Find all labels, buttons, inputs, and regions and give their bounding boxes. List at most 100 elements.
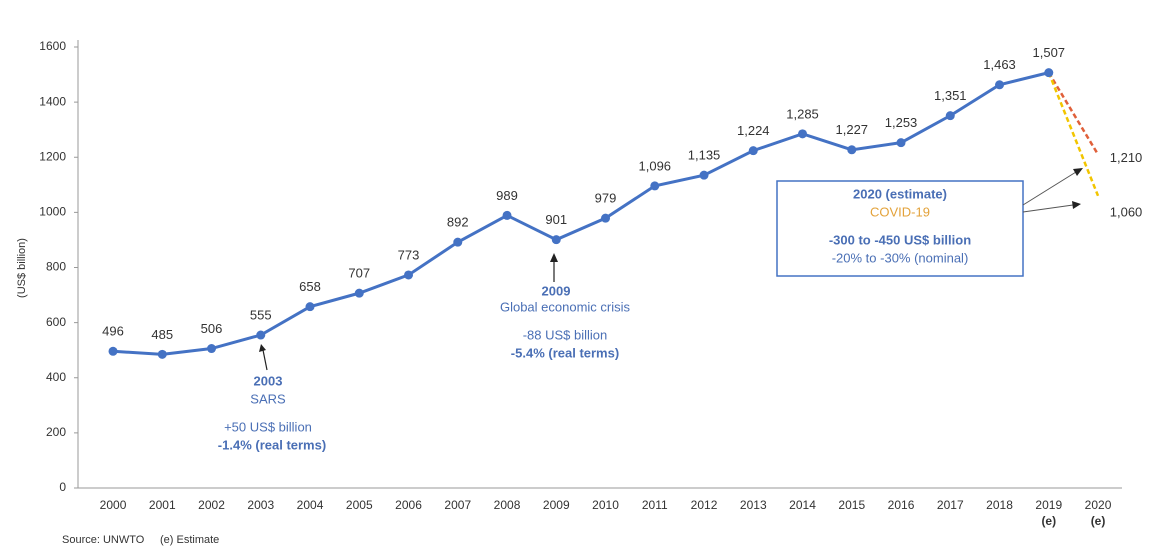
x-tick-label: 2000 — [100, 498, 127, 512]
value-label: 658 — [299, 279, 321, 294]
point — [748, 146, 758, 156]
point — [453, 237, 463, 247]
arrow — [1022, 204, 1074, 213]
point — [945, 111, 955, 121]
x-tick-label: 2003 — [247, 498, 274, 512]
point — [995, 80, 1005, 90]
value-label: 555 — [250, 307, 272, 322]
value-label: 496 — [102, 324, 124, 339]
x-tick-label: 2001 — [149, 498, 176, 512]
y-axis-label: (US$ billion) — [16, 238, 28, 298]
y-tick-label: 1000 — [39, 205, 66, 219]
arrowhead — [1073, 168, 1083, 176]
x-tick-label: 2011 — [642, 498, 668, 512]
value-label: 1,060 — [1110, 204, 1143, 219]
x-tick-label: 2012 — [691, 498, 718, 512]
point — [502, 210, 512, 220]
value-label: 1,507 — [1033, 45, 1066, 60]
series-line — [112, 71, 1050, 356]
x-tick-label: 2010 — [592, 498, 619, 512]
y-tick-label: 1400 — [39, 94, 66, 108]
value-label: 901 — [545, 212, 567, 227]
annotation: 2020 (estimate) — [853, 186, 947, 201]
annotation: 2003 — [254, 373, 283, 388]
annotation: COVID-19 — [870, 204, 930, 219]
y-tick-label: 600 — [46, 315, 66, 329]
x-tick-label: 2008 — [494, 498, 521, 512]
y-tick-label: 1600 — [39, 39, 66, 53]
point — [551, 235, 561, 245]
annotation: 2009 — [542, 283, 571, 298]
arrowhead — [1072, 201, 1081, 209]
point — [896, 138, 906, 148]
point — [157, 349, 167, 359]
point — [108, 346, 118, 356]
series-line — [1047, 72, 1100, 197]
value-label: 1,285 — [786, 106, 819, 121]
x-tick-label: 2002 — [198, 498, 225, 512]
point — [1044, 68, 1054, 78]
value-label: 1,351 — [934, 88, 967, 103]
arrow — [1022, 171, 1077, 206]
annotation: -5.4% (real terms) — [511, 345, 619, 360]
source: Source: UNWTO — [62, 534, 145, 546]
footnote: (e) Estimate — [160, 534, 219, 546]
point — [404, 270, 414, 280]
x-tick-label: 2005 — [346, 498, 373, 512]
point — [650, 181, 660, 191]
value-label: 1,224 — [737, 123, 770, 138]
annotation: +50 US$ billion — [224, 419, 312, 434]
y-tick-label: 800 — [46, 260, 66, 274]
arrow — [262, 349, 268, 371]
x-tick-note: (e) — [1091, 514, 1106, 528]
arrowhead — [259, 344, 266, 352]
x-tick-label: 2014 — [789, 498, 816, 512]
annotation: -88 US$ billion — [523, 327, 608, 342]
value-label: 1,096 — [639, 158, 672, 173]
x-tick-label: 2019 — [1035, 498, 1062, 512]
annotation: -300 to -450 US$ billion — [829, 232, 971, 247]
x-tick-label: 2020 — [1085, 498, 1112, 512]
x-tick-label: 2018 — [986, 498, 1013, 512]
value-label: 485 — [151, 327, 173, 342]
x-tick-label: 2004 — [297, 498, 324, 512]
x-tick-note: (e) — [1041, 514, 1056, 528]
x-tick-label: 2007 — [444, 498, 471, 512]
value-label: 1,135 — [688, 148, 721, 163]
annotation: -20% to -30% (nominal) — [832, 250, 969, 265]
point — [601, 213, 611, 223]
y-tick-label: 1200 — [39, 149, 66, 163]
value-label: 989 — [496, 188, 518, 203]
point — [798, 129, 808, 139]
y-tick-label: 0 — [59, 480, 66, 494]
annotation: SARS — [250, 391, 286, 406]
value-label: 892 — [447, 215, 469, 230]
y-tick-label: 400 — [46, 370, 66, 384]
series-line — [1047, 71, 1100, 156]
y-tick-label: 200 — [46, 425, 66, 439]
value-label: 1,253 — [885, 115, 918, 130]
x-tick-label: 2009 — [543, 498, 570, 512]
x-tick-label: 2013 — [740, 498, 767, 512]
x-tick-label: 2016 — [888, 498, 915, 512]
point — [354, 288, 364, 298]
value-label: 979 — [595, 191, 617, 206]
value-label: 707 — [348, 266, 370, 281]
x-tick-label: 2006 — [395, 498, 422, 512]
annotation: -1.4% (real terms) — [218, 437, 326, 452]
x-tick-label: 2015 — [838, 498, 865, 512]
point — [305, 302, 315, 312]
point — [699, 170, 709, 180]
annotation: Global economic crisis — [500, 299, 631, 314]
annotation-box — [776, 180, 1024, 277]
value-label: 1,210 — [1110, 150, 1143, 165]
point — [847, 145, 857, 155]
value-label: 1,463 — [983, 57, 1016, 72]
x-tick-label: 2017 — [937, 498, 964, 512]
point — [207, 344, 217, 354]
value-label: 506 — [201, 321, 223, 336]
value-label: 1,227 — [836, 122, 869, 137]
point — [256, 330, 266, 340]
arrowhead — [550, 253, 558, 262]
